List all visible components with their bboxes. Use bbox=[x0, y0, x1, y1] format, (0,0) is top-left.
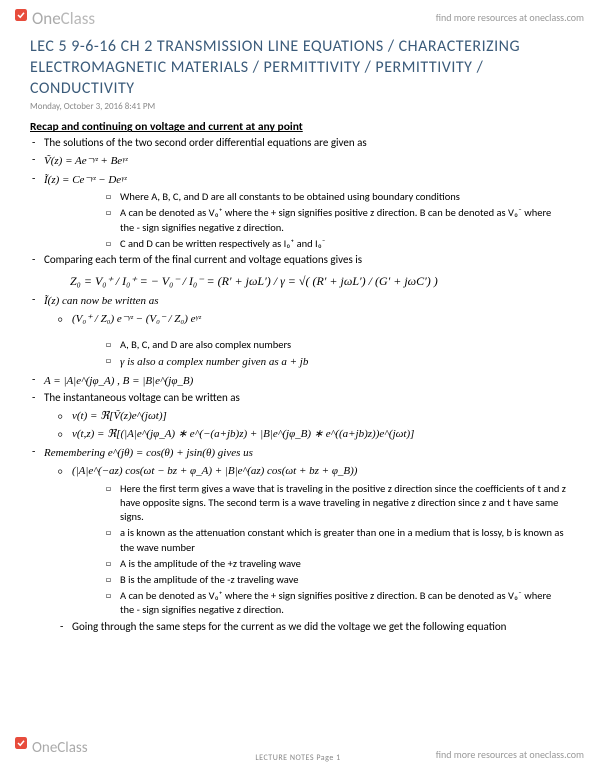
equation: A = |A|e^(jφ_A) , B = |B|e^(jφ_B) bbox=[44, 375, 193, 387]
sub-bullet: A can be denoted as V₀⁺ where the + sign… bbox=[30, 589, 566, 617]
logo-class: Class bbox=[57, 739, 87, 757]
footer-page: LECTURE NOTES Page 1 bbox=[255, 753, 340, 763]
page-title: LEC 5 9-6-16 CH 2 TRANSMISSION LINE EQUA… bbox=[0, 31, 596, 99]
bullet: A = |A|e^(jφ_A) , B = |B|e^(jφ_B) bbox=[30, 373, 566, 390]
bullet: The instantaneous voltage can be written… bbox=[30, 391, 566, 406]
find-more-bottom: find more resources at oneclass.com bbox=[436, 748, 584, 761]
bullet: Going through the same steps for the cur… bbox=[30, 620, 566, 635]
equation-inline: Remembering e^(jθ) = cos(θ) + jsin(θ) gi… bbox=[44, 447, 253, 459]
bullet: Ĩ(z) = Ce⁻ᵞᶻ − Deᵞᶻ bbox=[30, 172, 566, 189]
bullet: The solutions of the two second order di… bbox=[30, 136, 566, 151]
find-more-top: find more resources at oneclass.com bbox=[436, 11, 584, 24]
equation: Ṽ(z) = Ae⁻ᵞᶻ + Beᵞᶻ bbox=[44, 155, 127, 167]
sub-bullet: C and D can be written respectively as I… bbox=[30, 237, 566, 251]
sub-bullet: A, B, C, and D are also complex numbers bbox=[30, 338, 566, 352]
recap-heading: Recap and continuing on voltage and curr… bbox=[30, 120, 566, 134]
sub-bullet: Where A, B, C, and D are all constants t… bbox=[30, 190, 566, 204]
sub-bullet: γ is also a complex number given as a + … bbox=[30, 354, 566, 371]
equation: Ĩ(z) = Ce⁻ᵞᶻ − Deᵞᶻ bbox=[44, 174, 126, 186]
logo-bottom: OneClass bbox=[12, 734, 88, 757]
equation: (|A|e^(−az) cos(ωt − bz + φ_A) + |B|e^(a… bbox=[72, 465, 357, 477]
logo-class: Class bbox=[61, 8, 95, 29]
date-line: Monday, October 3, 2016 8:41 PM bbox=[0, 99, 596, 120]
bullet: Remembering e^(jθ) = cos(θ) + jsin(θ) gi… bbox=[30, 445, 566, 462]
equation-inline: Ĩ(z) can now be written as bbox=[44, 295, 159, 307]
bullet: v(t,z) = ℜ[(|A|e^(jφ_A) ∗ e^(−(a+jb)z) +… bbox=[30, 426, 566, 443]
bullet: Ĩ(z) can now be written as bbox=[30, 293, 566, 310]
equation: (V₀⁺ / Z₀) e⁻ᵞᶻ − (V₀⁻ / Z₀) eᵞᶻ bbox=[72, 313, 201, 325]
equation: v(t) = ℜ[Ṽ(z)e^(jωt)] bbox=[72, 410, 167, 422]
logo-icon bbox=[12, 6, 30, 24]
sub-bullet: A can be denoted as V₀⁺ where the + sign… bbox=[30, 206, 566, 234]
sub-bullet: B is the amplitude of the -z traveling w… bbox=[30, 573, 566, 587]
bullet: Ṽ(z) = Ae⁻ᵞᶻ + Beᵞᶻ bbox=[30, 153, 566, 170]
logo-top: OneClass bbox=[12, 6, 95, 29]
sub-bullet: a is known as the attenuation constant w… bbox=[30, 526, 566, 554]
equation: Z₀ = V₀⁺ / I₀⁺ = − V₀⁻ / I₀⁻ = (R′ + jωL… bbox=[30, 270, 566, 293]
logo-one: One bbox=[32, 739, 57, 757]
bullet: (V₀⁺ / Z₀) e⁻ᵞᶻ − (V₀⁻ / Z₀) eᵞᶻ bbox=[30, 311, 566, 328]
bullet: (|A|e^(−az) cos(ωt − bz + φ_A) + |B|e^(a… bbox=[30, 463, 566, 480]
logo-icon bbox=[12, 734, 30, 752]
equation: v(t,z) = ℜ[(|A|e^(jφ_A) ∗ e^(−(a+jb)z) +… bbox=[72, 428, 414, 440]
sub-bullet: Here the first term gives a wave that is… bbox=[30, 482, 566, 525]
sub-bullet: A is the amplitude of the +z traveling w… bbox=[30, 557, 566, 571]
logo-one: One bbox=[32, 8, 61, 29]
equation-inline: γ is also a complex number given as a + … bbox=[120, 356, 308, 368]
header-row: OneClass find more resources at oneclass… bbox=[0, 0, 596, 31]
content: Recap and continuing on voltage and curr… bbox=[0, 120, 596, 634]
bullet: v(t) = ℜ[Ṽ(z)e^(jωt)] bbox=[30, 408, 566, 425]
bullet: Comparing each term of the final current… bbox=[30, 253, 566, 268]
